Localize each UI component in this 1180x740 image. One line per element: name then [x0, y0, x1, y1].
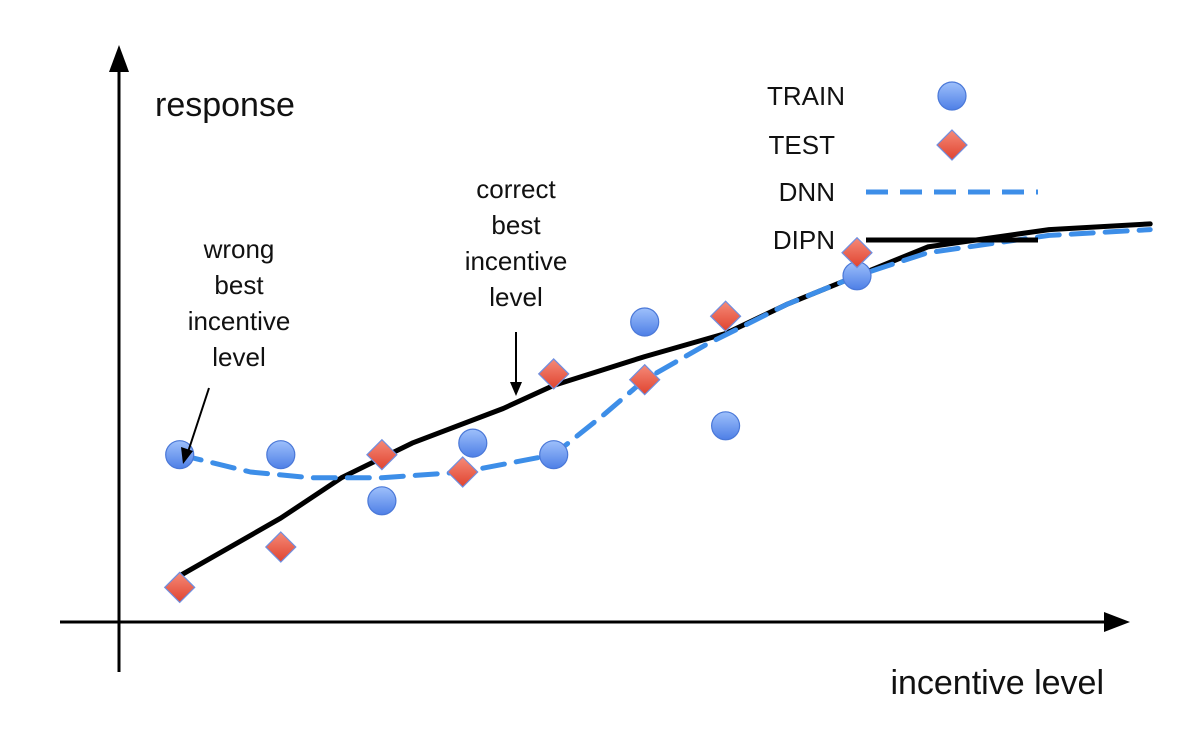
legend-label-train: TRAIN [767, 81, 845, 111]
point-train-5 [630, 307, 660, 337]
annotation-wrong-best-arrow [187, 387, 210, 453]
point-train-6 [710, 411, 741, 441]
annotation-wrong-best-line-3: incentive [188, 306, 291, 336]
legend-marker-test [936, 129, 968, 161]
point-test-6 [709, 300, 742, 333]
annotation-correct-best-line-3: incentive [465, 246, 568, 276]
annotation-wrong-best-arrowhead [181, 447, 193, 464]
series-lines [177, 221, 1153, 579]
annotation-wrong-best: wrong best incentive level [181, 234, 290, 464]
point-train-2 [367, 486, 397, 516]
axes [60, 45, 1130, 672]
point-train-1 [266, 440, 296, 470]
point-train-4 [539, 440, 569, 470]
y-axis-label: response [155, 86, 295, 124]
legend-label-dipn: DIPN [773, 225, 835, 255]
point-train-0 [165, 440, 195, 470]
legend-label-dnn: DNN [779, 177, 835, 207]
annotation-correct-best-line-1: correct [476, 174, 556, 204]
point-test-4 [537, 358, 570, 390]
series-line-dipn [177, 221, 1153, 579]
annotation-correct-best: correct best incentive level [465, 174, 568, 396]
x-axis-arrowhead [1104, 612, 1130, 632]
annotation-correct-best-line-4: level [489, 282, 542, 312]
annotation-wrong-best-line-2: best [214, 270, 264, 300]
y-axis-arrowhead [109, 45, 129, 72]
point-train-3 [458, 428, 488, 458]
point-test-5 [628, 363, 661, 396]
legend-marker-train [937, 81, 967, 111]
series-points [163, 236, 873, 604]
point-test-7 [841, 236, 873, 269]
annotation-wrong-best-line-1: wrong [203, 234, 275, 264]
point-test-1 [264, 531, 297, 563]
point-test-3 [446, 456, 479, 488]
point-test-2 [366, 438, 398, 471]
annotation-correct-best-line-2: best [491, 210, 541, 240]
x-axis-label: incentive level [890, 664, 1104, 702]
annotation-correct-best-arrowhead [510, 382, 522, 396]
annotation-wrong-best-line-4: level [212, 342, 265, 372]
legend: TRAIN TEST DNN DIPN [767, 81, 1038, 255]
legend-label-test: TEST [769, 130, 836, 160]
series-line-dnn [177, 227, 1153, 481]
point-test-0 [163, 571, 196, 604]
